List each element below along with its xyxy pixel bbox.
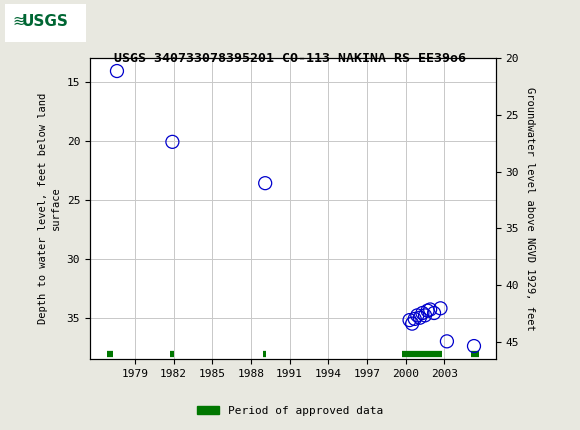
Bar [5,3,86,42]
Y-axis label: Depth to water level, feet below land
surface: Depth to water level, feet below land su… [38,93,61,324]
Legend: Period of approved data: Period of approved data [193,401,387,420]
Point [260,180,270,187]
Text: USGS 340733078395201 CO-113 NAKINA RS EE39o6: USGS 340733078395201 CO-113 NAKINA RS EE… [114,52,466,65]
Point [408,320,417,327]
Point [420,312,430,319]
Point [423,307,432,314]
Y-axis label: Groundwater level above NGVD 1929, feet: Groundwater level above NGVD 1929, feet [525,87,535,330]
Point [168,138,177,145]
Point [443,338,452,345]
Point [436,305,445,312]
Point [113,68,122,74]
Point [469,343,478,350]
Point [405,316,414,323]
Point [426,306,435,313]
Point [412,312,422,319]
Point [415,314,425,321]
Point [410,316,419,322]
Text: ≋: ≋ [13,14,26,29]
Text: USGS: USGS [22,14,68,29]
Point [429,310,438,316]
Point [418,310,427,316]
